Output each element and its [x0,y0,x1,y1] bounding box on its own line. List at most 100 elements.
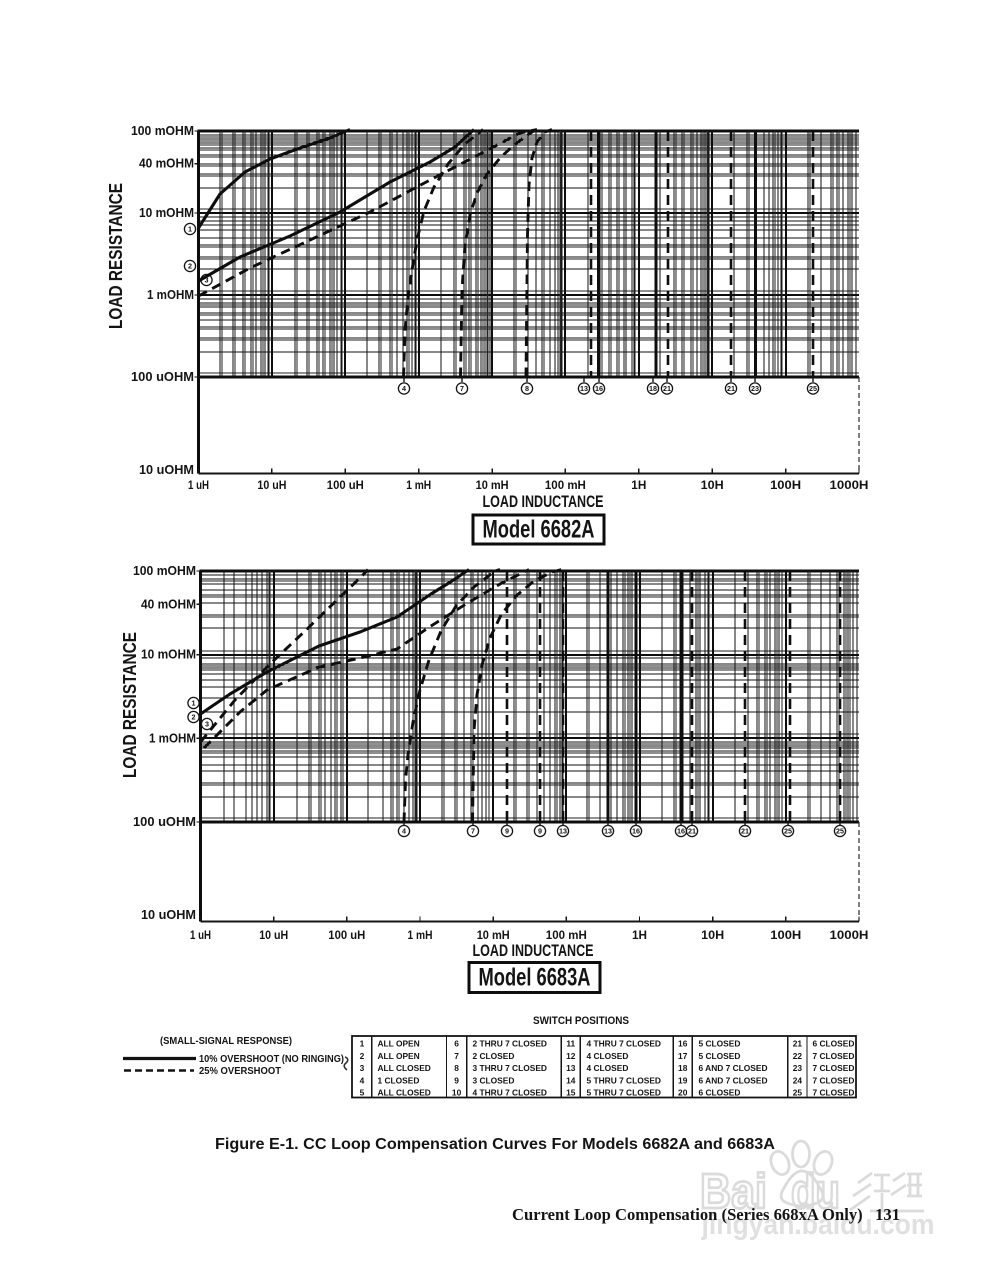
svg-text:5 CLOSED: 5 CLOSED [699,1039,741,1049]
svg-text:4 THRU 7 CLOSED: 4 THRU 7 CLOSED [473,1088,547,1098]
svg-text:7 CLOSED: 7 CLOSED [813,1051,855,1061]
svg-text:22: 22 [793,1051,803,1061]
svg-text:4 CLOSED: 4 CLOSED [587,1063,629,1073]
svg-text:1 mH: 1 mH [408,928,433,942]
svg-text:4: 4 [402,827,406,836]
svg-text:1 CLOSED: 1 CLOSED [378,1075,420,1085]
svg-text:100 mOHM: 100 mOHM [131,124,194,138]
svg-text:(SMALL-SIGNAL RESPONSE): (SMALL-SIGNAL RESPONSE) [160,1035,292,1047]
svg-text:1H: 1H [632,928,647,942]
svg-text:100H: 100H [770,478,801,492]
svg-text:20: 20 [678,1088,688,1098]
svg-text:1000H: 1000H [830,928,869,942]
svg-text:2 CLOSED: 2 CLOSED [473,1051,515,1061]
svg-text:4: 4 [402,384,406,393]
svg-text:7: 7 [460,384,464,393]
svg-text:LOAD RESISTANCE: LOAD RESISTANCE [119,632,140,778]
svg-text:18: 18 [649,384,657,393]
svg-text:5 CLOSED: 5 CLOSED [699,1051,741,1061]
svg-text:7 CLOSED: 7 CLOSED [813,1075,855,1085]
svg-text:9: 9 [538,827,542,836]
svg-text:1: 1 [188,225,192,234]
svg-text:LOAD RESISTANCE: LOAD RESISTANCE [105,183,126,329]
svg-text:15: 15 [566,1088,576,1098]
svg-text:25: 25 [793,1088,803,1098]
svg-text:1: 1 [360,1039,365,1049]
svg-text:12: 12 [566,1051,576,1061]
svg-text:10 mOHM: 10 mOHM [139,206,194,220]
svg-text:5 THRU 7 CLOSED: 5 THRU 7 CLOSED [587,1075,661,1085]
svg-text:23: 23 [751,384,759,393]
svg-text:ALL CLOSED: ALL CLOSED [378,1063,431,1073]
svg-text:16: 16 [632,827,640,836]
svg-text:10 mH: 10 mH [477,928,510,942]
svg-text:24: 24 [793,1075,803,1085]
svg-text:10% OVERSHOOT (NO RINGING): 10% OVERSHOOT (NO RINGING) [199,1053,344,1065]
svg-text:Bai: Bai [700,1165,767,1219]
svg-text:21: 21 [741,827,749,836]
svg-text:3 THRU 7 CLOSED: 3 THRU 7 CLOSED [473,1063,547,1073]
svg-text:Figure E-1. CC Loop Compensati: Figure E-1. CC Loop Compensation Curves … [215,1136,775,1153]
svg-text:1 uH: 1 uH [190,928,211,942]
svg-text:100 mOHM: 100 mOHM [133,564,196,578]
svg-text:ALL CLOSED: ALL CLOSED [378,1088,431,1098]
svg-text:1H: 1H [631,478,646,492]
svg-text:10 uOHM: 10 uOHM [141,908,196,922]
svg-text:23: 23 [793,1063,803,1073]
svg-text:16: 16 [677,827,685,836]
svg-text:10H: 10H [701,478,724,492]
svg-text:16: 16 [678,1039,688,1049]
svg-text:ALL OPEN: ALL OPEN [378,1051,420,1061]
svg-text:100 uOHM: 100 uOHM [131,370,194,384]
svg-text:21: 21 [663,384,671,393]
svg-text:11: 11 [566,1039,575,1049]
svg-text:4 THRU 7 CLOSED: 4 THRU 7 CLOSED [587,1039,661,1049]
svg-text:100 uH: 100 uH [327,478,364,492]
svg-text:3 CLOSED: 3 CLOSED [473,1075,515,1085]
svg-text:Current Loop Compensation (Ser: Current Loop Compensation (Series 668xA … [512,1205,900,1224]
svg-text:21: 21 [727,384,735,393]
svg-text:3: 3 [205,276,209,285]
svg-text:8: 8 [454,1063,459,1073]
svg-text:10 uOHM: 10 uOHM [139,463,194,477]
svg-text:6 CLOSED: 6 CLOSED [699,1088,741,1098]
svg-text:100H: 100H [770,928,801,942]
svg-text:14: 14 [566,1075,576,1085]
svg-text:10 mH: 10 mH [476,478,509,492]
svg-text:25: 25 [836,827,844,836]
svg-text:6: 6 [454,1039,459,1049]
svg-text:5 THRU 7 CLOSED: 5 THRU 7 CLOSED [587,1088,661,1098]
svg-text:16: 16 [595,384,603,393]
svg-text:5: 5 [360,1088,365,1098]
svg-text:18: 18 [678,1063,688,1073]
svg-text:10 uH: 10 uH [257,478,286,492]
svg-text:13: 13 [580,384,588,393]
svg-text:10H: 10H [701,928,724,942]
svg-text:17: 17 [678,1051,688,1061]
svg-text:13: 13 [559,827,567,836]
svg-text:7: 7 [454,1051,459,1061]
svg-text:SWITCH POSITIONS: SWITCH POSITIONS [533,1015,629,1027]
svg-text:LOAD INDUCTANCE: LOAD INDUCTANCE [483,493,604,511]
svg-text:2: 2 [192,713,196,722]
svg-text:6 CLOSED: 6 CLOSED [813,1039,855,1049]
svg-text:ALL OPEN: ALL OPEN [378,1039,420,1049]
svg-text:1 mOHM: 1 mOHM [149,731,196,745]
svg-text:4 CLOSED: 4 CLOSED [587,1051,629,1061]
svg-text:7 CLOSED: 7 CLOSED [813,1088,855,1098]
svg-text:9: 9 [454,1075,459,1085]
svg-text:10 uH: 10 uH [259,928,288,942]
svg-text:40 mOHM: 40 mOHM [141,597,196,611]
svg-text:25: 25 [784,827,792,836]
svg-text:100 mH: 100 mH [545,478,586,492]
svg-text:1 uH: 1 uH [188,478,209,492]
svg-text:21: 21 [688,827,696,836]
svg-text:2: 2 [360,1051,365,1061]
svg-text:19: 19 [678,1075,688,1085]
svg-text:10: 10 [452,1088,462,1098]
svg-text:1 mOHM: 1 mOHM [147,288,194,302]
svg-text:Model 6683A: Model 6683A [479,964,591,992]
svg-text:3: 3 [360,1063,365,1073]
svg-text:7 CLOSED: 7 CLOSED [813,1063,855,1073]
svg-text:21: 21 [793,1039,803,1049]
